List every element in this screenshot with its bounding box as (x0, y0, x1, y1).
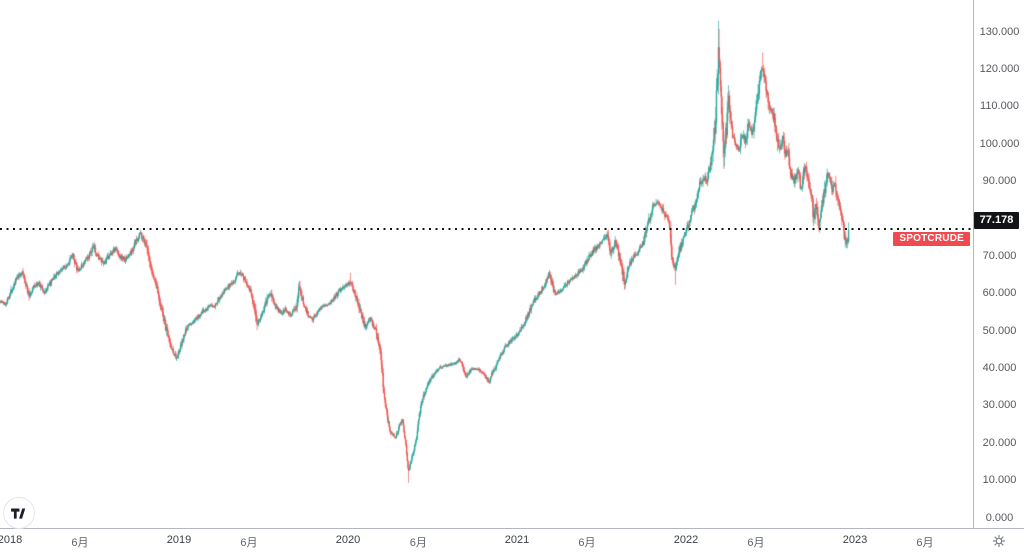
x-axis-tick-label: 2020 (335, 534, 361, 546)
y-axis-tick-label: 90.000 (982, 175, 1017, 188)
tradingview-logo[interactable] (3, 497, 35, 529)
x-axis-tick-label: 2022 (673, 534, 699, 546)
y-axis-tick-label: 0.000 (985, 511, 1014, 524)
x-axis-tick-label: 6月 (747, 537, 765, 549)
y-axis-tick-label: 60.000 (982, 287, 1017, 300)
y-axis-tick-label: 130.000 (979, 25, 1020, 38)
x-axis-tick-label: 2019 (166, 534, 192, 546)
x-axis-tick-label: 6月 (240, 537, 258, 549)
symbol-price-tag: SPOTCRUDE (893, 231, 970, 246)
y-axis-tick-label: 100.000 (979, 137, 1020, 150)
y-axis-tick-label: 20.000 (982, 436, 1017, 449)
x-axis-tick-label: 2018 (0, 534, 23, 546)
x-axis-tick-label: 6月 (71, 537, 89, 549)
y-axis-tick-label: 40.000 (982, 361, 1017, 374)
settings-gear-icon[interactable] (992, 534, 1006, 548)
price-axis[interactable]: 0.000 10.000 20.000 30.000 40.000 50.000 60.00… (973, 0, 1024, 528)
x-axis-tick-label: 6月 (578, 537, 596, 549)
y-axis-tick-label: 50.000 (982, 324, 1017, 337)
tradingview-logo-icon (11, 508, 26, 519)
x-axis-tick-label: 2023 (842, 534, 868, 546)
y-axis-tick-label: 30.000 (982, 399, 1017, 412)
axis-settings-corner (974, 529, 1024, 553)
candlestick-chart[interactable] (0, 0, 973, 528)
last-price-tag: 77.178 (974, 211, 1019, 229)
time-axis[interactable]: 2018 6月 2019 6月 2020 6月 2021 6月 2022 6月 2023 6月 (0, 528, 1024, 553)
x-axis-tick-label: 2021 (504, 534, 530, 546)
y-axis-tick-label: 110.000 (980, 100, 1019, 113)
x-axis-tick-label: 6月 (409, 537, 427, 549)
y-axis-tick-label: 10.000 (982, 474, 1017, 487)
x-axis-tick-label: 6月 (916, 537, 934, 549)
y-axis-tick-label: 120.000 (979, 62, 1020, 75)
y-axis-tick-label: 70.000 (982, 249, 1017, 262)
